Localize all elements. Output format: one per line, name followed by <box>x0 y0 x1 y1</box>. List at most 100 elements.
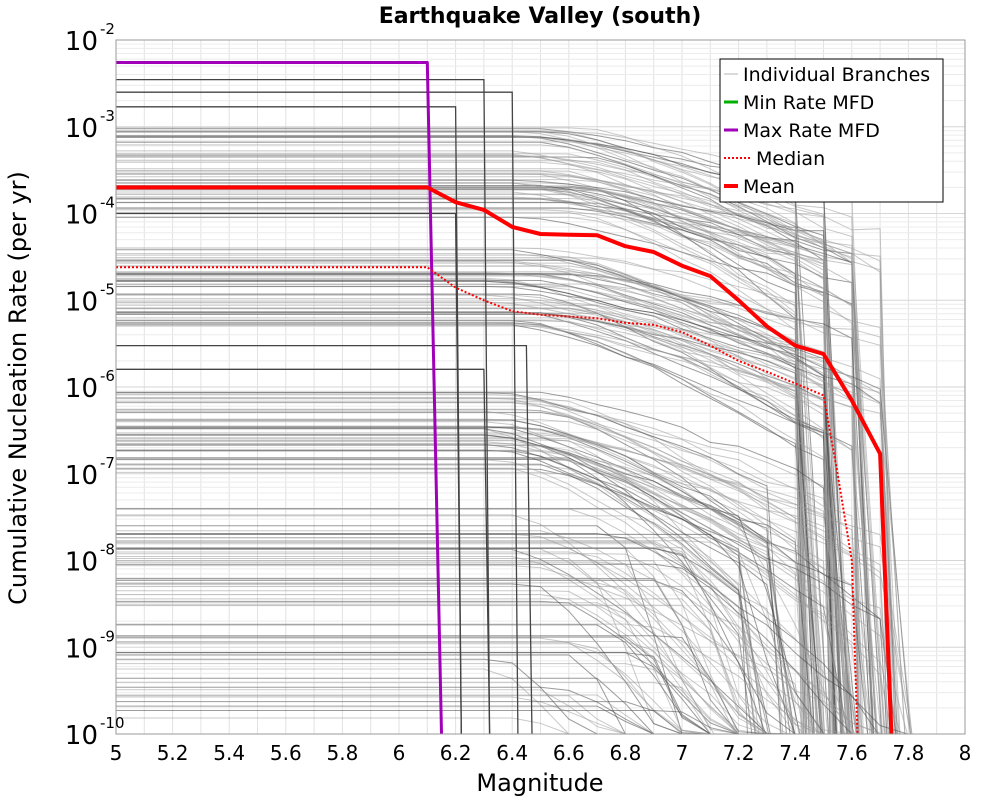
branch-line <box>116 426 858 735</box>
branch-line <box>116 533 814 735</box>
y-tick-base: 10 <box>65 634 98 664</box>
branch-line <box>116 392 787 735</box>
branch-line <box>116 540 893 735</box>
x-tick-label: 7.2 <box>723 741 755 765</box>
branch-line <box>116 542 761 735</box>
y-tick-base: 10 <box>65 287 98 317</box>
mean-line <box>116 185 894 735</box>
branch-line <box>116 468 897 735</box>
branch-line <box>116 551 883 735</box>
x-axis-label: Magnitude <box>476 769 603 797</box>
branch-line <box>116 464 757 735</box>
x-tick-label: 6.8 <box>609 741 641 765</box>
branch-line <box>116 533 879 735</box>
branch-line <box>116 391 837 735</box>
branch-line <box>116 216 819 735</box>
branch-line <box>116 308 831 735</box>
branch-line-stepped <box>116 344 533 735</box>
y-tick-base: 10 <box>65 374 98 404</box>
branch-line <box>116 144 878 735</box>
branch-line <box>116 211 819 735</box>
branch-line <box>116 471 849 735</box>
branch-line <box>116 261 901 735</box>
y-tick-label: 10 -3 <box>65 107 115 144</box>
branch-line <box>116 311 872 735</box>
y-tick-label: 10 -10 <box>65 714 125 751</box>
legend-box <box>719 58 944 203</box>
x-tick-label: 6.4 <box>496 741 528 765</box>
branch-line <box>116 450 911 735</box>
branch-line-stepped <box>116 212 462 735</box>
branch-line <box>116 275 833 735</box>
y-tick-base: 10 <box>65 461 98 491</box>
legend-label: Individual Branches <box>743 64 930 86</box>
branch-line <box>116 294 831 735</box>
branch-line <box>116 274 874 735</box>
y-tick-label: 10 -6 <box>65 367 115 404</box>
branch-line <box>116 172 890 735</box>
branch-line <box>116 457 908 735</box>
branch-line <box>116 637 713 735</box>
branch-line <box>116 156 835 735</box>
branch-line <box>116 187 841 735</box>
branch-line <box>116 185 810 735</box>
y-tick-exponent: -10 <box>100 714 125 732</box>
branch-line <box>116 604 702 735</box>
branch-line-stepped <box>116 368 491 735</box>
legend: Individual Branches Min Rate MFD Max Rate … <box>719 58 944 203</box>
branch-line <box>116 247 906 735</box>
branch-line <box>116 161 894 735</box>
branch-line <box>116 577 789 735</box>
y-tick-label: 10 -9 <box>65 627 115 664</box>
branch-line <box>116 324 854 735</box>
branch-line <box>116 302 803 735</box>
branch-line <box>116 463 756 735</box>
branch-line <box>116 179 802 735</box>
branch-line <box>116 682 783 735</box>
y-tick-label: 10 -7 <box>65 454 115 491</box>
y-tick-base: 10 <box>65 548 98 578</box>
y-tick-exponent: -4 <box>100 194 115 212</box>
branch-line <box>116 257 843 735</box>
x-tick-label: 7.8 <box>892 741 924 765</box>
branch-line <box>116 641 734 735</box>
y-tick-label: 10 -8 <box>65 541 115 578</box>
branch-line <box>116 530 853 735</box>
y-tick-exponent: -5 <box>100 280 115 298</box>
branch-line <box>116 193 853 735</box>
y-tick-label: 10 -2 <box>65 20 115 57</box>
branch-line <box>116 127 886 735</box>
branch-line <box>116 652 741 735</box>
chart-title: Earthquake Valley (south) <box>379 4 702 29</box>
y-axis-label: Cumulative Nucleation Rate (per yr) <box>4 171 32 605</box>
x-tick-label: 7.4 <box>779 741 811 765</box>
legend-label: Median <box>756 148 825 170</box>
y-tick-base: 10 <box>65 721 98 751</box>
branch-line <box>116 277 837 735</box>
branch-line <box>116 179 851 735</box>
y-tick-base: 10 <box>65 27 98 57</box>
branch-line <box>116 401 857 735</box>
x-tick-label: 5.2 <box>157 741 189 765</box>
x-tick-label: 8 <box>959 741 972 765</box>
branch-line <box>116 198 875 735</box>
branch-line <box>116 322 851 735</box>
y-tick-exponent: -7 <box>100 454 115 472</box>
legend-label: Max Rate MFD <box>743 120 880 142</box>
y-tick-label: 10 -5 <box>65 280 115 317</box>
branch-line <box>116 444 873 735</box>
individual-branches <box>116 78 913 735</box>
y-tick-exponent: -3 <box>100 107 115 125</box>
x-tick-label: 6 <box>393 741 406 765</box>
branch-line <box>116 168 884 735</box>
branch-line <box>116 262 878 735</box>
summary-series <box>116 61 894 735</box>
y-tick-exponent: -6 <box>100 367 115 385</box>
legend-label: Min Rate MFD <box>743 92 874 114</box>
x-tick-label: 5.6 <box>270 741 302 765</box>
branch-line <box>116 397 843 735</box>
y-tick-label: 10 -4 <box>65 194 115 231</box>
branch-line <box>116 298 802 735</box>
branch-line <box>116 427 888 735</box>
